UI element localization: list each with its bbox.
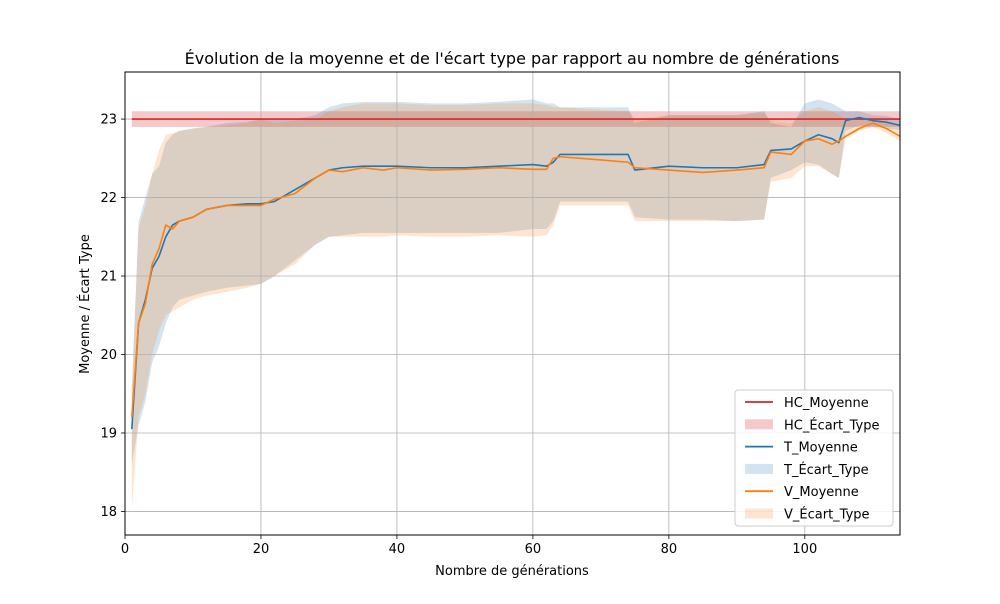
legend-label: V_Moyenne: [784, 485, 859, 500]
x-axis-label: Nombre de générations: [435, 564, 589, 579]
y-tick-label: 23: [100, 113, 117, 128]
legend-swatch-patch: [745, 463, 773, 474]
mean-line-v: [131, 122, 901, 418]
x-tick-label: 60: [525, 542, 542, 557]
series-lines: [131, 116, 901, 430]
legend-label: HC_Moyenne: [784, 396, 869, 411]
legend-label: V_Écart_Type: [784, 507, 870, 523]
y-tick-label: 19: [100, 426, 117, 441]
x-tick-label: 100: [792, 542, 817, 557]
y-tick-label: 22: [100, 191, 117, 206]
y-axis: 18 19 20 21 22 23: [100, 113, 125, 520]
legend-label: HC_Écart_Type: [784, 417, 879, 433]
legend-swatch-patch: [745, 508, 773, 519]
x-axis: 0 20 40 60 80 100: [121, 535, 817, 557]
y-tick-label: 21: [100, 270, 117, 285]
legend: HC_Moyenne HC_Écart_Type T_Moyenne T_Écart_…: [734, 389, 894, 527]
legend-swatch-patch: [745, 419, 773, 430]
legend-box: [734, 389, 894, 527]
std-band-t: [131, 99, 901, 465]
plot-frame: [124, 71, 901, 536]
std-band-v: [131, 103, 901, 512]
legend-label: T_Écart_Type: [783, 462, 869, 478]
y-axis-label: Moyenne / Écart Type: [77, 234, 93, 374]
x-tick-label: 20: [253, 542, 270, 557]
y-tick-label: 20: [100, 348, 117, 363]
x-tick-label: 80: [661, 542, 678, 557]
x-tick-label: 40: [389, 542, 406, 557]
y-tick-label: 18: [100, 505, 117, 520]
legend-label: T_Moyenne: [783, 441, 858, 456]
x-tick-label: 0: [121, 542, 129, 557]
chart-title: Évolution de la moyenne et de l'écart ty…: [185, 49, 840, 68]
